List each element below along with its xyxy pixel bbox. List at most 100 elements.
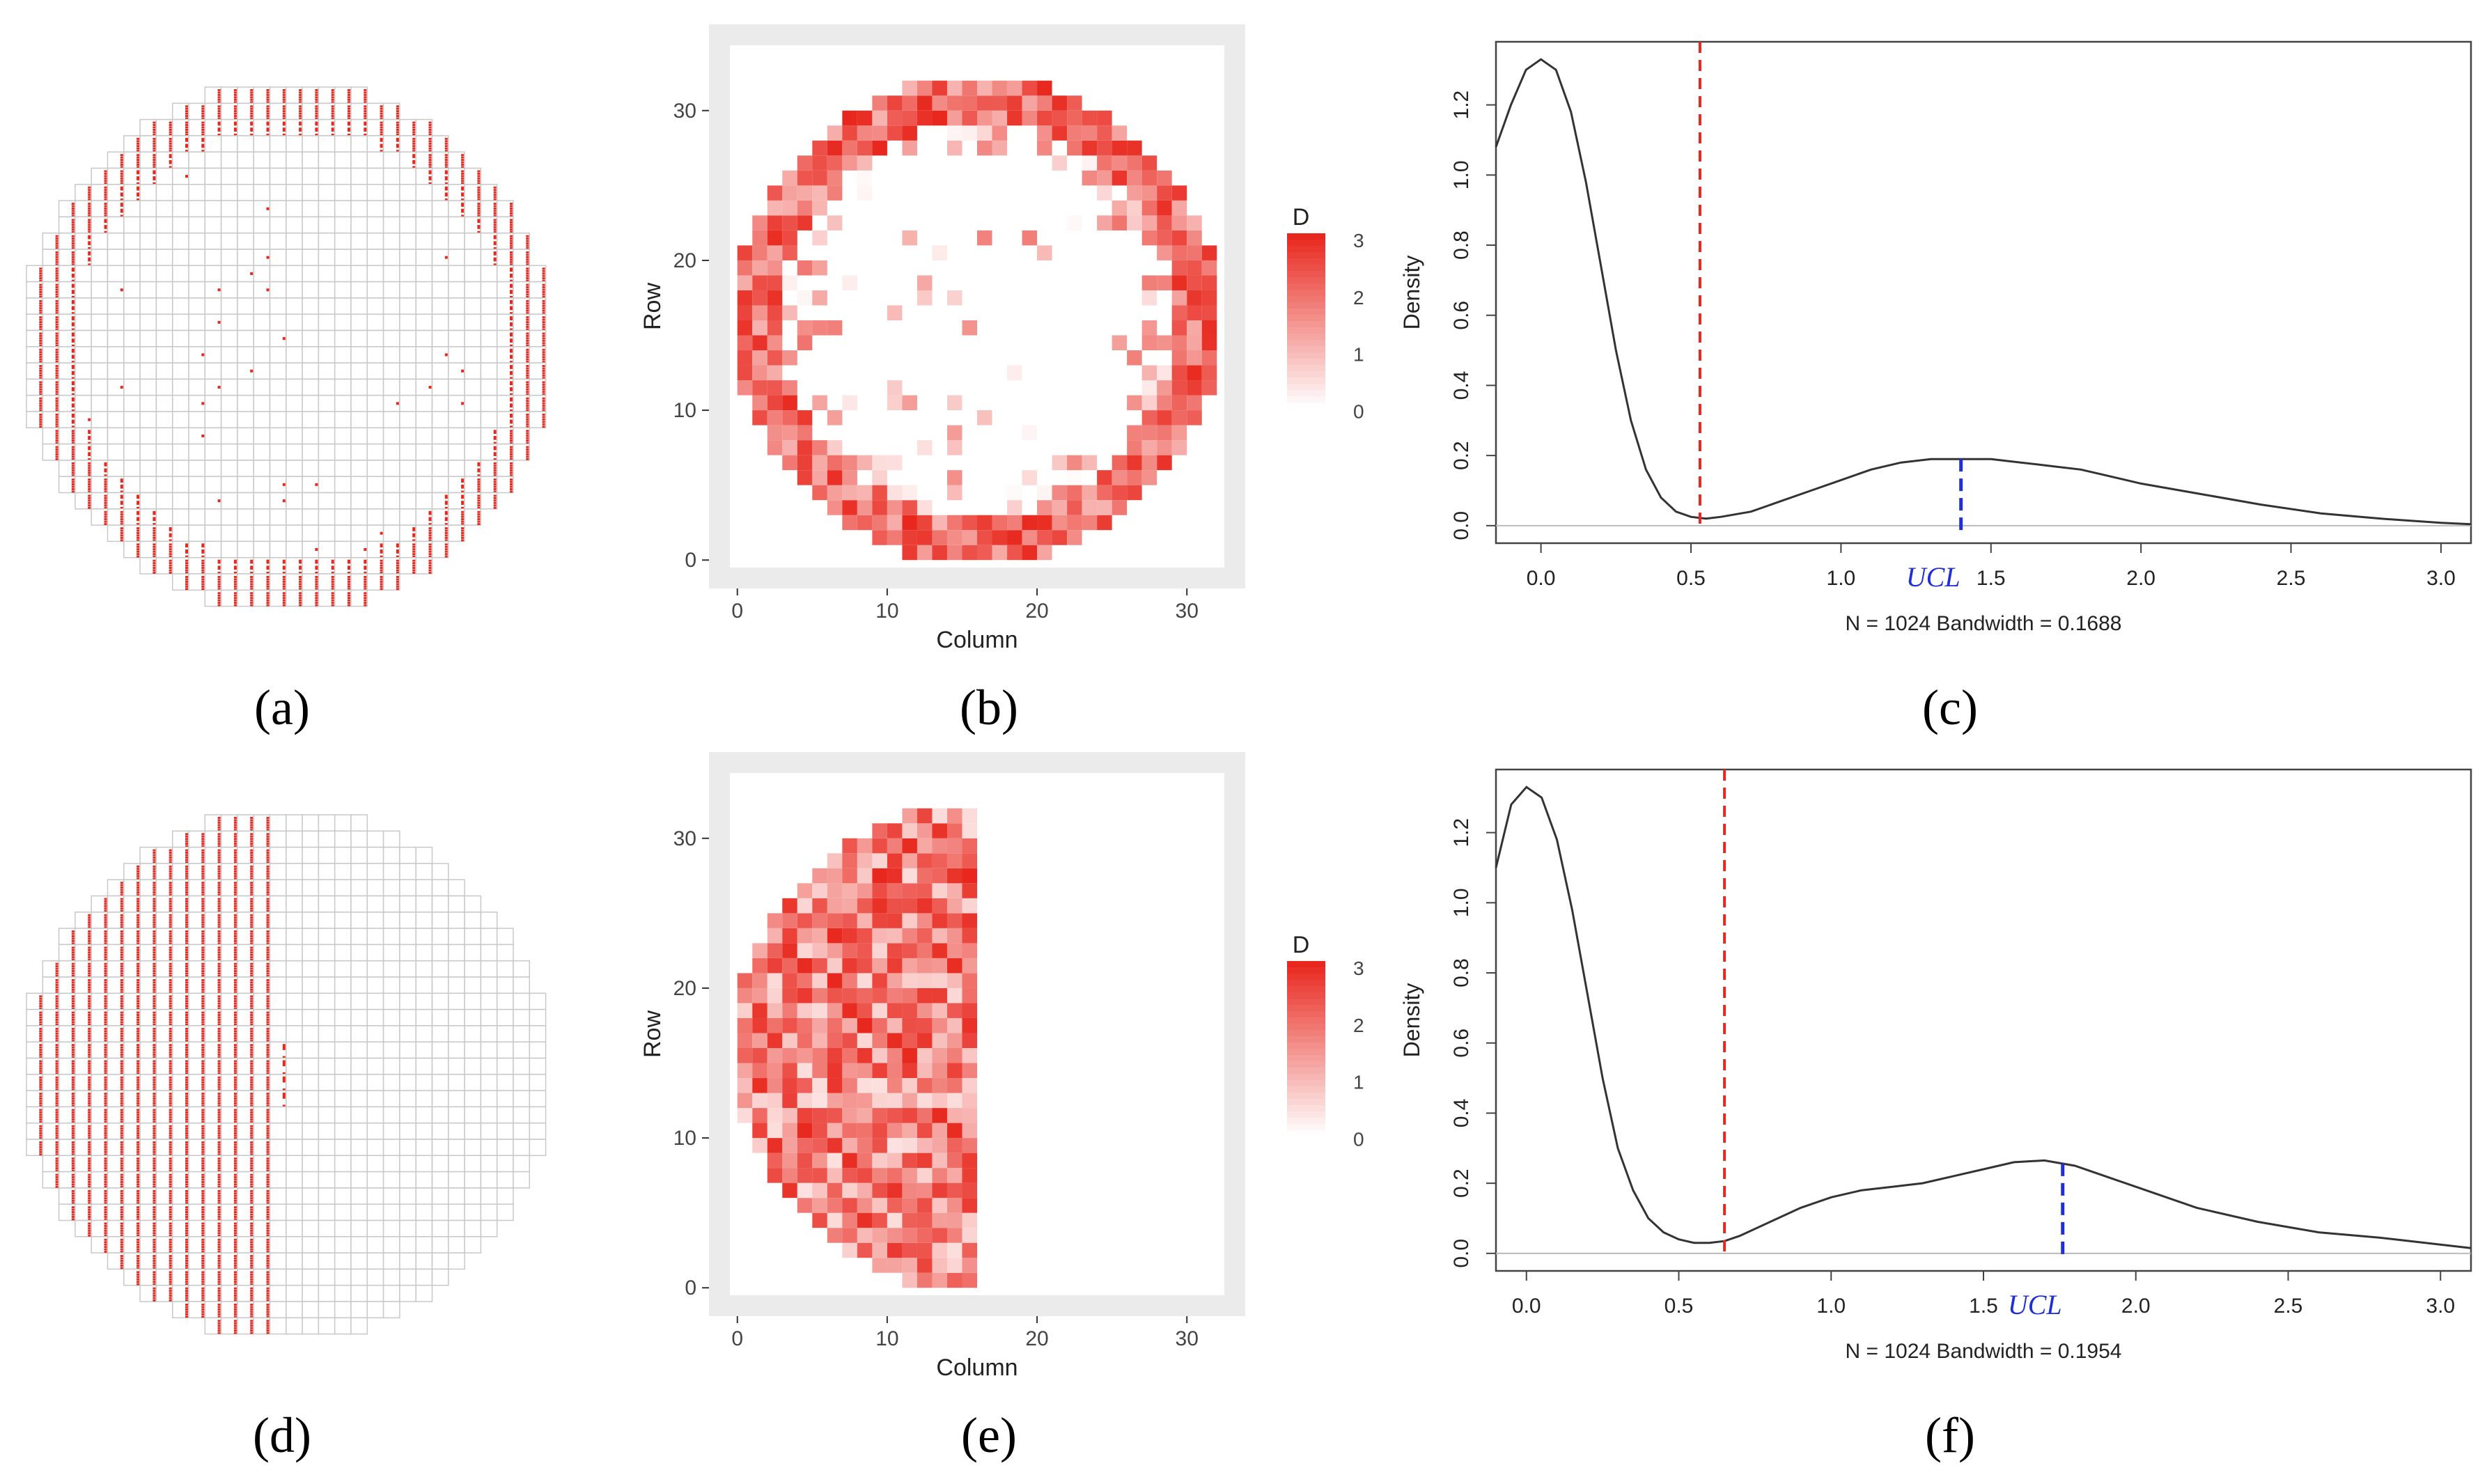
defect-mark: [169, 1072, 172, 1075]
defect-mark: [201, 434, 205, 437]
defect-mark: [71, 975, 75, 977]
defect-mark: [88, 490, 91, 493]
defect-mark: [217, 900, 221, 903]
wafer-die: [269, 1025, 287, 1042]
heat-cell: [797, 410, 813, 425]
defect-mark: [526, 370, 529, 372]
defect-mark: [71, 1118, 75, 1121]
defect-mark: [477, 205, 481, 208]
defect-mark: [71, 965, 75, 968]
defect-mark: [55, 240, 59, 242]
defect-mark: [153, 981, 156, 984]
defect-mark: [88, 501, 91, 504]
defect-mark: [71, 228, 75, 231]
heat-cell: [1157, 230, 1172, 246]
defect-mark: [185, 956, 188, 959]
defect-mark: [153, 1169, 156, 1172]
wafer-die: [448, 297, 465, 315]
defect-mark: [510, 462, 513, 464]
wafer-die: [366, 167, 384, 185]
defect-mark: [39, 402, 42, 405]
defect-mark: [510, 490, 513, 493]
defect-mark: [266, 1132, 270, 1134]
defect-mark: [250, 835, 254, 838]
defect-mark: [120, 1065, 123, 1068]
defect-mark: [104, 1027, 107, 1030]
wafer-die: [350, 427, 368, 445]
defect-mark: [217, 882, 221, 884]
heat-cell: [1171, 395, 1187, 411]
wafer-die: [237, 151, 254, 169]
heat-cell: [1141, 275, 1157, 290]
wafer-die: [253, 297, 271, 315]
wafer-die: [237, 167, 254, 185]
defect-mark: [217, 112, 221, 115]
defect-mark: [493, 504, 497, 507]
defect-mark: [120, 1130, 123, 1132]
defect-mark: [250, 1141, 254, 1143]
wafer-die: [171, 329, 189, 347]
defect-mark: [137, 1086, 140, 1088]
defect-mark: [169, 1081, 172, 1084]
x-tick-label: 30: [1176, 600, 1199, 623]
defect-mark: [233, 958, 237, 961]
defect-mark: [185, 972, 188, 975]
defect-mark: [233, 821, 237, 824]
wafer-die: [382, 216, 400, 234]
wafer-die: [188, 184, 206, 201]
defect-mark: [477, 214, 481, 217]
wafer-die: [382, 443, 400, 461]
defect-mark: [201, 1054, 205, 1056]
defect-mark: [55, 365, 59, 367]
defect-mark: [169, 124, 172, 126]
wafer-die: [318, 976, 336, 994]
defect-mark: [331, 105, 334, 108]
defect-mark: [233, 580, 237, 583]
defect-mark: [266, 1162, 270, 1165]
defect-mark: [217, 995, 221, 998]
heat-cell: [1067, 140, 1082, 156]
defect-mark: [137, 1056, 140, 1059]
defect-mark: [201, 843, 205, 845]
defect-mark: [542, 339, 545, 342]
defect-mark: [201, 1143, 205, 1146]
defect-mark: [71, 1100, 75, 1102]
defect-mark: [120, 942, 123, 945]
defect-mark: [217, 1114, 221, 1116]
wafer-die: [220, 540, 238, 559]
defect-mark: [55, 1114, 59, 1116]
defect-mark: [526, 388, 529, 391]
defect-mark: [266, 1016, 270, 1019]
defect-mark: [250, 112, 254, 115]
defect-mark: [250, 599, 254, 602]
defect-mark: [88, 1027, 91, 1030]
defect-mark: [55, 1093, 59, 1095]
defect-mark: [250, 1104, 254, 1107]
defect-mark: [299, 565, 302, 570]
defect-mark: [169, 905, 172, 907]
defect-mark: [153, 958, 156, 961]
wafer-die: [123, 394, 141, 412]
defect-mark: [233, 891, 237, 893]
heat-cell: [1037, 485, 1052, 501]
defect-mark: [315, 592, 318, 595]
defect-mark: [169, 1114, 172, 1116]
defect-mark: [153, 1005, 156, 1008]
defect-mark: [88, 1044, 91, 1047]
wafer-die: [496, 1122, 514, 1140]
defect-mark: [266, 207, 270, 210]
defect-mark: [201, 873, 205, 875]
defect-mark: [233, 826, 237, 829]
legend-swatch: [1287, 396, 1325, 403]
defect-mark: [217, 1146, 221, 1148]
defect-mark: [217, 946, 221, 949]
defect-mark: [55, 386, 59, 389]
heat-cell: [977, 80, 992, 96]
defect-mark: [88, 506, 91, 509]
defect-mark: [137, 981, 140, 984]
defect-mark: [39, 1114, 42, 1116]
defect-mark: [104, 208, 107, 210]
defect-mark: [169, 1086, 172, 1088]
defect-mark: [348, 599, 350, 602]
